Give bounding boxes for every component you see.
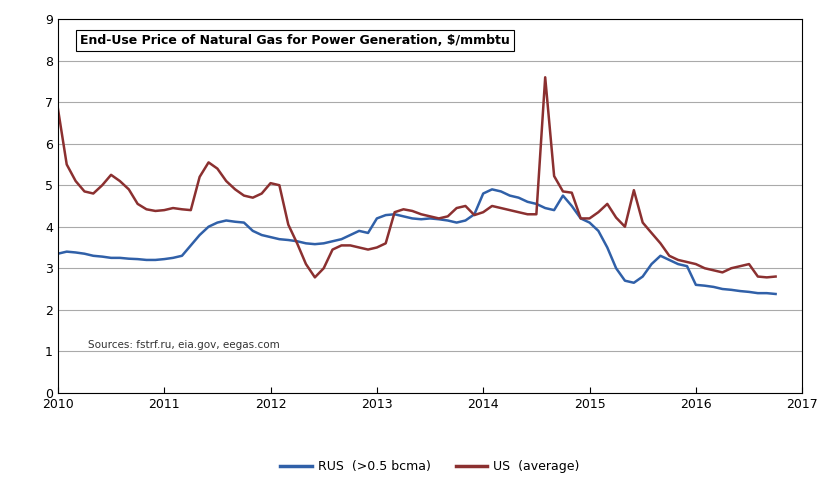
US  (average) [53, 105, 63, 111]
US  (average) [647, 230, 657, 236]
US  (average) [222, 178, 232, 184]
US  (average) [771, 274, 781, 279]
Text: Sources: fstrf.ru, eia.gov, eegas.com: Sources: fstrf.ru, eia.gov, eegas.com [88, 341, 280, 351]
RUS  (>0.5 bcma) [248, 228, 258, 234]
US  (average) [540, 74, 550, 80]
RUS  (>0.5 bcma) [771, 291, 781, 297]
US  (average) [629, 187, 638, 193]
RUS  (>0.5 bcma) [487, 186, 497, 192]
US  (average) [399, 206, 409, 212]
RUS  (>0.5 bcma) [390, 211, 399, 217]
RUS  (>0.5 bcma) [222, 217, 232, 223]
RUS  (>0.5 bcma) [256, 232, 266, 238]
US  (average) [248, 195, 258, 201]
US  (average) [310, 274, 320, 280]
Legend: RUS  (>0.5 bcma), US  (average): RUS (>0.5 bcma), US (average) [275, 455, 585, 478]
Line: RUS  (>0.5 bcma): RUS (>0.5 bcma) [58, 189, 776, 294]
RUS  (>0.5 bcma) [620, 278, 630, 284]
RUS  (>0.5 bcma) [53, 251, 63, 257]
US  (average) [256, 191, 266, 196]
RUS  (>0.5 bcma) [638, 274, 648, 279]
Text: End-Use Price of Natural Gas for Power Generation, $/mmbtu: End-Use Price of Natural Gas for Power G… [80, 34, 510, 47]
Line: US  (average): US (average) [58, 77, 776, 277]
